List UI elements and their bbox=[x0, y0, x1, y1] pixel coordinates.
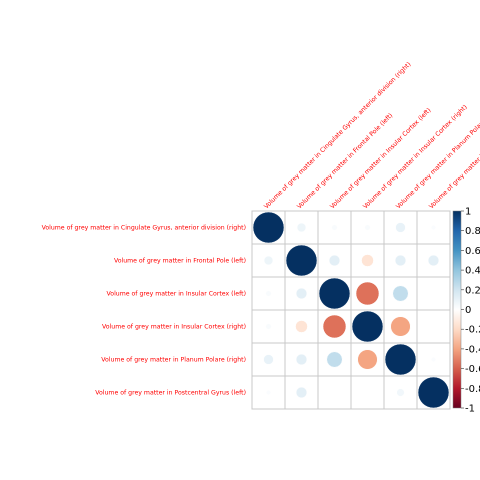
row-label: Volume of grey matter in Postcentral Gyr… bbox=[95, 390, 246, 397]
correlation-circle bbox=[392, 285, 409, 302]
row-label: Volume of grey matter in Cingulate Gyrus… bbox=[42, 225, 246, 232]
color-bar-tick-label: 0.6 bbox=[465, 246, 480, 257]
correlation-circle bbox=[417, 376, 450, 409]
color-bar-tick-label: 1 bbox=[465, 207, 471, 218]
correlation-circles bbox=[252, 211, 450, 409]
correlation-circle bbox=[351, 310, 384, 343]
row-label: Volume of grey matter in Frontal Pole (l… bbox=[114, 258, 246, 265]
color-bar-tick-label: -0.4 bbox=[465, 344, 480, 355]
color-bar-tick-label: -0.2 bbox=[465, 325, 480, 336]
color-legend: -1 -0.8 -0.6 -0.4 -0.2 0 0.2 0.4 0.6 0.8 1 bbox=[452, 207, 480, 415]
correlation-circle bbox=[355, 281, 380, 306]
correlation-circle bbox=[333, 391, 336, 394]
correlation-circle bbox=[394, 254, 407, 267]
row-label: Volume of grey matter in Planum Polare (… bbox=[101, 357, 246, 364]
correlation-circle bbox=[361, 254, 374, 267]
color-bar-tick-label: 0.8 bbox=[465, 226, 480, 237]
color-bar-tick-label: 0.4 bbox=[465, 266, 480, 277]
correlation-circle bbox=[295, 353, 308, 366]
correlation-circle bbox=[396, 388, 405, 397]
color-bar bbox=[452, 210, 462, 409]
correlation-circle bbox=[431, 225, 436, 230]
correlation-circle bbox=[263, 255, 274, 266]
correlation-circle bbox=[431, 357, 436, 362]
correlation-circle bbox=[295, 287, 308, 300]
correlation-circle bbox=[322, 314, 347, 339]
correlation-circle bbox=[384, 343, 417, 376]
column-labels: Volume of grey matter in Cingulate Gyrus… bbox=[263, 61, 480, 210]
grid bbox=[251, 210, 451, 410]
row-label: Volume of grey matter in Insular Cortex … bbox=[102, 324, 246, 331]
row-label: Volume of grey matter in Insular Cortex … bbox=[107, 291, 246, 298]
color-bar-tick-label: -1 bbox=[465, 404, 475, 415]
column-label: Volume of grey matter in Cingulate Gyrus… bbox=[263, 61, 412, 210]
correlation-circle bbox=[285, 244, 318, 277]
correlation-circle bbox=[328, 254, 341, 267]
correlation-circle bbox=[432, 292, 435, 295]
correlation-circle bbox=[318, 277, 351, 310]
color-bar-tick-label: -0.8 bbox=[465, 384, 480, 395]
column-label: Volume of grey matter in Planum Polare (… bbox=[395, 103, 480, 210]
correlation-circle bbox=[366, 391, 369, 394]
correlation-circle bbox=[252, 211, 285, 244]
color-bar-tick-label: 0 bbox=[465, 305, 471, 316]
grid-cell bbox=[416, 342, 451, 377]
row-labels: Volume of grey matter in Cingulate Gyrus… bbox=[42, 225, 246, 397]
correlation-circle bbox=[395, 222, 406, 233]
correlation-circle bbox=[390, 316, 411, 337]
correlation-circle bbox=[427, 254, 440, 267]
correlation-circle bbox=[295, 320, 308, 333]
correlation-circle bbox=[331, 224, 338, 231]
correlation-circle bbox=[326, 351, 343, 368]
correlation-circle bbox=[357, 349, 378, 370]
correlation-circle bbox=[364, 224, 371, 231]
correlation-circle bbox=[266, 390, 271, 395]
correlation-circle bbox=[432, 325, 435, 328]
correlation-circle bbox=[265, 323, 272, 330]
correlation-circle bbox=[265, 290, 272, 297]
correlation-circle bbox=[296, 222, 307, 233]
color-bar-tick-label: 0.2 bbox=[465, 285, 480, 296]
correlation-circle bbox=[295, 386, 308, 399]
grid-cell bbox=[284, 276, 319, 311]
correlation-circle bbox=[263, 354, 274, 365]
color-bar-tick-label: -0.6 bbox=[465, 364, 480, 375]
